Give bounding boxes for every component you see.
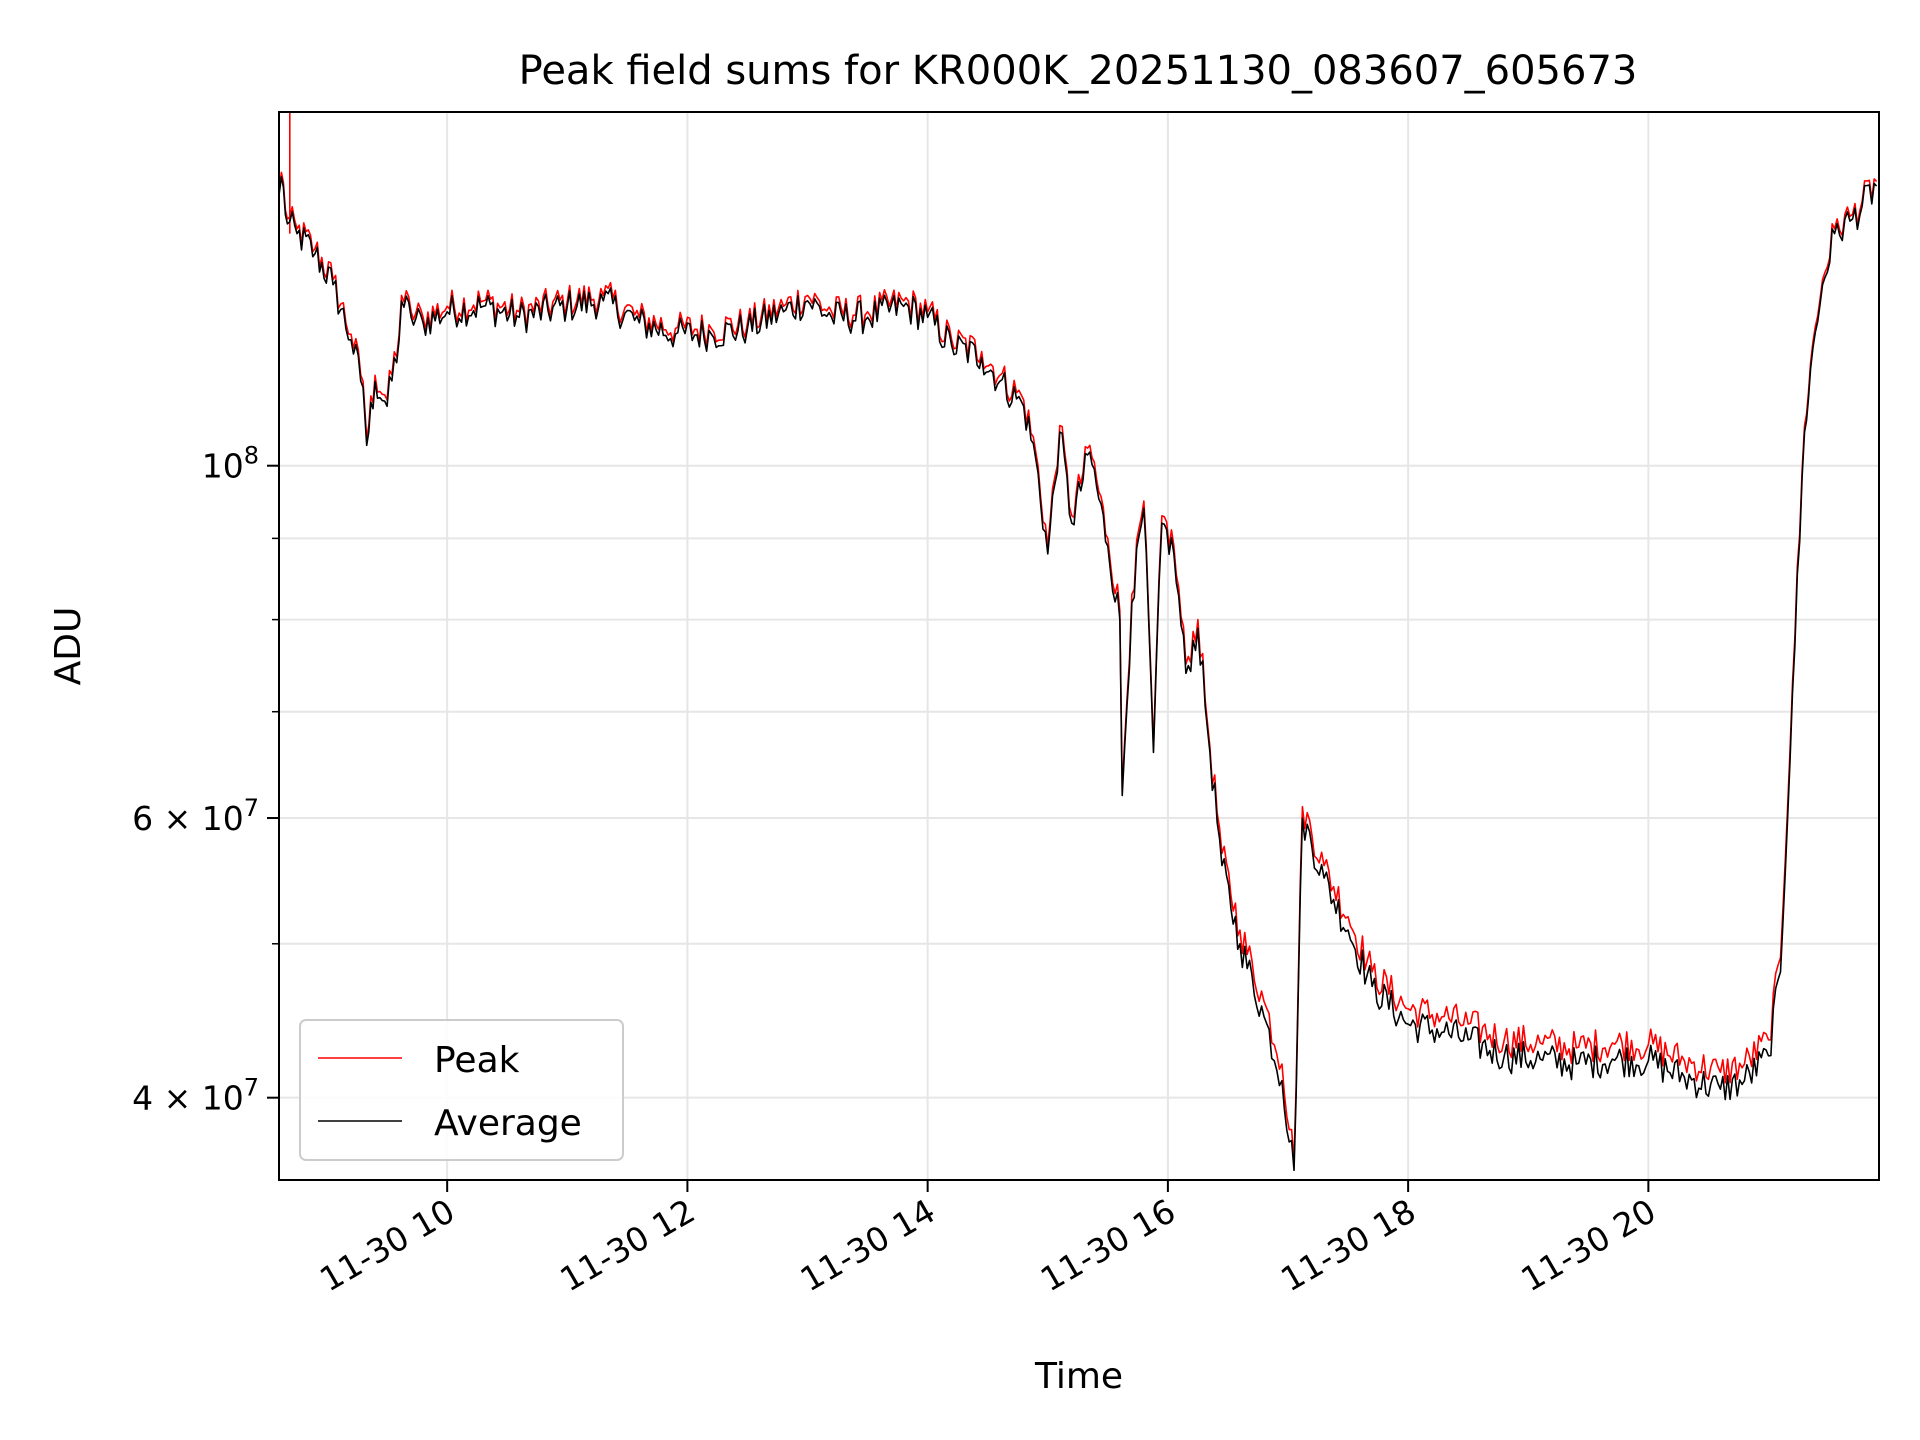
legend-peak-label: Peak <box>434 1040 520 1081</box>
chart-title: Peak field sums for KR000K_20251130_0836… <box>519 48 1638 94</box>
y-tick-coef: 4 × <box>132 1079 202 1118</box>
x-tick-label: 11-30 10 <box>313 1191 461 1299</box>
legend: Peak Average <box>299 1019 624 1161</box>
x-tick-label: 11-30 16 <box>1034 1191 1182 1299</box>
grid-lines <box>279 112 1879 1180</box>
x-axis: 11-30 10 11-30 12 11-30 14 11-30 16 11-30 18… <box>313 1180 1662 1299</box>
y-tick-base: 10 <box>202 799 244 838</box>
x-axis-label: Time <box>1034 1356 1123 1397</box>
y-tick-exponent: 8 <box>244 442 259 470</box>
x-tick-label: 11-30 14 <box>794 1191 942 1299</box>
y-tick-coef: 6 × <box>132 799 202 838</box>
y-tick-base: 10 <box>202 447 244 486</box>
y-tick-exponent: 7 <box>244 1074 259 1102</box>
y-tick-label: 108 <box>202 442 259 486</box>
series-group <box>278 112 1878 1172</box>
y-tick-base: 10 <box>202 1079 244 1118</box>
x-tick-label: 11-30 12 <box>553 1191 701 1299</box>
y-tick-label: 6 × 107 <box>132 794 259 838</box>
y-tick-exponent: 7 <box>244 794 259 822</box>
legend-box <box>299 1019 624 1161</box>
x-tick-label: 11-30 18 <box>1274 1191 1422 1299</box>
y-axis-label: ADU <box>48 607 89 686</box>
series-line-peak <box>278 171 1878 1162</box>
series-line-average <box>278 176 1878 1172</box>
y-tick-label: 4 × 107 <box>132 1074 259 1118</box>
plot-frame <box>278 111 1880 1181</box>
x-tick-label: 11-30 20 <box>1514 1191 1662 1299</box>
legend-average-label: Average <box>434 1103 582 1144</box>
